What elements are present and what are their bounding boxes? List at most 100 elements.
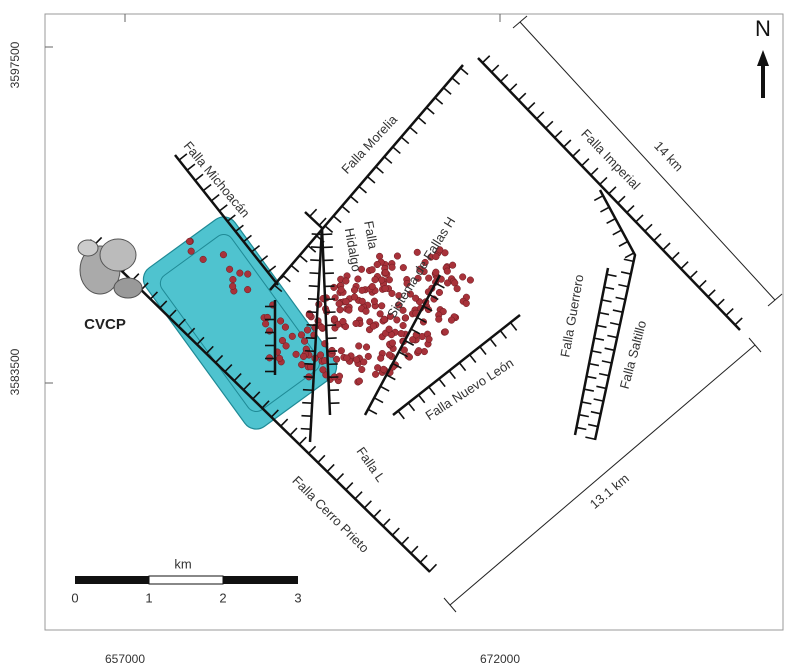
fault-hachure [384,157,392,164]
fault-hachure [195,174,203,180]
event-dot [381,316,388,323]
event-dot [277,318,284,325]
fault-hachure [449,371,455,379]
event-dot [459,274,466,281]
event-dot [338,347,345,354]
event-dot [442,329,449,336]
event-dot [371,298,378,305]
fault-hachure [436,283,445,288]
distance-end [749,338,761,352]
fault-hachure [625,253,634,258]
fault-label: Falla L [354,444,389,485]
fault-hachure [309,286,319,287]
fault-label: Falla Cerro Prieto [289,473,372,556]
fault-hachure [490,339,496,347]
event-dot [289,333,296,340]
event-dot [378,303,385,310]
fault-hachure [300,255,308,262]
north-arrow-shaft [761,64,765,98]
event-dot [229,283,236,290]
event-dot [200,256,207,263]
event-dot [343,278,350,285]
event-dot [435,316,442,323]
fault-hachure [304,364,314,365]
fault-hachure [411,546,418,553]
fault-hachure [613,310,623,312]
event-dot [344,355,351,362]
fault-hachure [311,247,321,248]
event-dot [304,327,311,334]
event-dot [220,251,227,258]
fault-hachure [528,103,535,110]
fault-hachure [401,137,409,144]
event-dot [298,332,305,339]
event-dot [389,264,396,271]
fault-hachure [302,403,312,404]
fault-hachure [305,351,315,352]
event-dot [374,261,381,268]
fault-hachure [374,398,383,403]
fault-hachure [309,273,319,274]
fault-hachure [392,528,399,535]
fault-hachure [582,402,592,404]
fault-hachure [519,93,526,100]
north-arrow [757,50,769,66]
event-dot [237,270,244,277]
event-dot [444,268,451,275]
distance-14 [513,16,782,306]
event-dot [293,351,300,358]
event-dot [300,353,307,360]
fault-hachure [308,299,318,300]
fault-line [595,190,635,440]
fault-hachure [690,271,697,278]
event-dot [351,287,358,294]
event-dot [360,359,367,366]
fault-hachure [573,149,580,156]
fault-label: Falla Morelia [338,111,400,176]
fault-hachure [427,107,435,114]
fault-hachure [359,186,367,193]
event-dot [298,361,305,368]
fault-hachure [350,196,358,203]
site-shape [78,240,98,256]
fault-hachure [483,56,490,63]
fault-hachure [301,416,311,417]
event-dot [386,352,393,359]
fault-hachure [510,323,516,331]
event-dot [355,343,362,350]
fault-hachure [410,127,418,134]
fault-hachure [600,177,607,184]
y-coordinate: 3583500 [8,348,22,395]
fault-hachure [303,390,313,391]
event-dot [400,264,407,271]
event-dot [353,320,360,327]
fault-hachure [599,374,609,376]
fault-hachure [402,537,409,544]
event-dot [283,343,290,350]
fault-hachure [591,412,601,414]
fault-hachure [602,300,612,302]
fault-hachure [609,187,616,194]
fault-hachure [672,252,679,259]
event-dot [332,294,339,301]
fault-hachure [607,274,617,276]
event-dot [374,364,381,371]
fault-hachure [699,280,706,287]
fault-hachure [582,159,589,166]
distance-label: 13.1 km [587,471,632,512]
fault-hachure [500,331,506,339]
fault-hachure [310,209,317,216]
fault-hachure [555,131,562,138]
fault-hachure [726,309,733,316]
fault-hachure [594,338,604,340]
fault-hachure [367,177,375,184]
event-dot [363,344,370,351]
fault-hachure [203,184,211,190]
scale-segment [223,576,298,584]
event-dot [346,307,353,314]
event-dot [230,276,237,283]
site-shape [100,239,136,271]
fault-hachure [408,403,414,411]
event-dot [338,286,345,293]
fault-hachure [579,415,589,417]
